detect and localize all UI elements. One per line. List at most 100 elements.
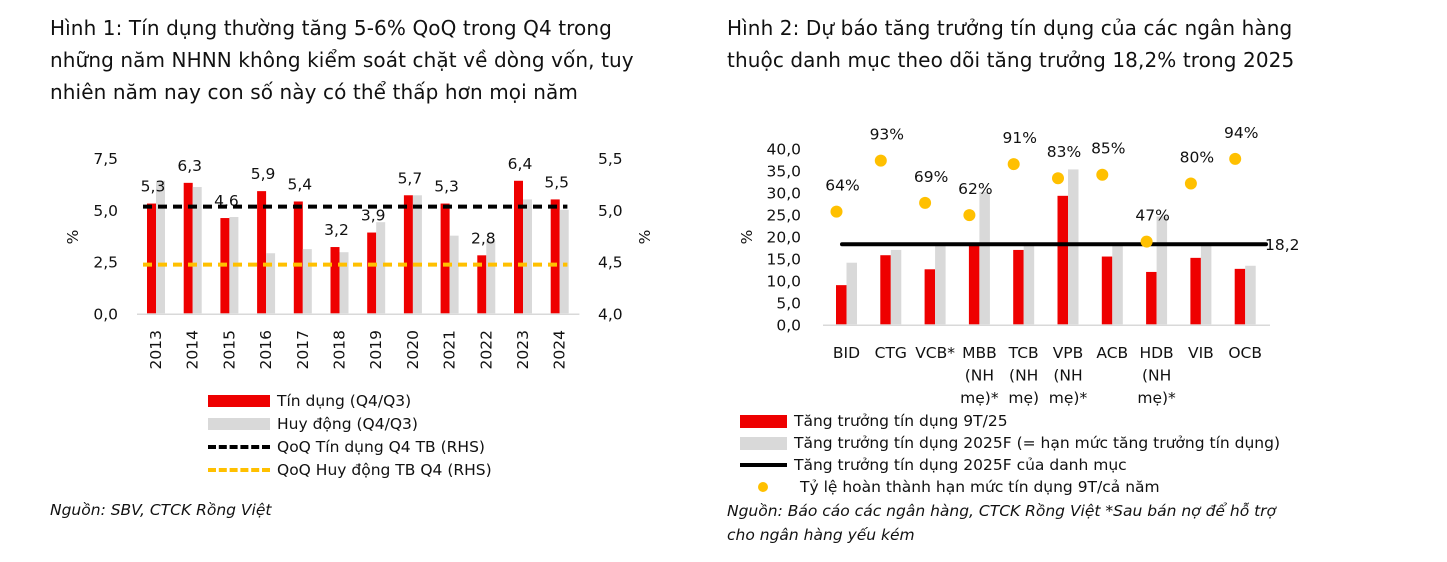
bar-9t25 bbox=[1146, 271, 1157, 325]
y2-tick-label: 5,0 bbox=[598, 202, 623, 220]
bar-9t25 bbox=[968, 243, 980, 325]
x-tick-label: VCB* bbox=[915, 344, 955, 362]
bar-tin-dung bbox=[367, 232, 377, 314]
y-tick-label: 2,5 bbox=[93, 254, 118, 272]
y2-tick-label: 4,0 bbox=[598, 305, 623, 323]
figure1-legend: Tín dụng (Q4/Q3) Huy động (Q4/Q3) QoQ Tí… bbox=[208, 389, 492, 481]
line-label: 18,2 bbox=[1265, 236, 1300, 254]
x-tick-label: HDB bbox=[1139, 344, 1173, 362]
figure2-legend: Tăng trưởng tín dụng 9T/25 Tăng trưởng t… bbox=[740, 410, 1280, 498]
y-tick-label: 5,0 bbox=[776, 294, 801, 312]
bar-huy-dong bbox=[376, 222, 386, 314]
legend-label: Tăng trưởng tín dụng 2025F (= hạn mức tă… bbox=[794, 434, 1281, 452]
bar-9t25 bbox=[1013, 249, 1024, 325]
x-tick-label: ACB bbox=[1096, 344, 1128, 362]
x-tick-label: 2022 bbox=[477, 330, 495, 369]
data-label: 5,9 bbox=[251, 165, 276, 183]
figure2-title: Hình 2: Dự báo tăng trưởng tín dụng của … bbox=[727, 12, 1294, 76]
legend-swatch-orange-dot bbox=[740, 482, 787, 492]
dot-completion-rate bbox=[919, 196, 932, 209]
x-tick-label: 2018 bbox=[331, 330, 349, 369]
bar-2025f bbox=[1068, 169, 1079, 325]
dot-completion-rate bbox=[963, 209, 976, 222]
data-label: 3,9 bbox=[361, 207, 386, 225]
data-label: 5,7 bbox=[398, 169, 423, 187]
dot-label: 47% bbox=[1135, 207, 1169, 225]
legend-label: Huy động (Q4/Q3) bbox=[277, 414, 418, 433]
dot-completion-rate bbox=[1229, 152, 1242, 165]
y-tick-label: 20,0 bbox=[766, 228, 801, 246]
bar-huy-dong bbox=[339, 252, 349, 314]
y2-tick-label: 5,5 bbox=[598, 150, 623, 168]
bar-huy-dong bbox=[302, 249, 312, 314]
dot-completion-rate bbox=[1096, 168, 1109, 181]
dot-label: 85% bbox=[1091, 140, 1125, 158]
title-line: nhiên năm nay con số này có thể thấp hơn… bbox=[50, 80, 578, 104]
bar-huy-dong bbox=[412, 195, 422, 314]
figure1-title: Hình 1: Tín dụng thường tăng 5-6% QoQ tr… bbox=[50, 12, 634, 108]
bar-huy-dong bbox=[266, 253, 276, 314]
bar-huy-dong bbox=[192, 186, 202, 314]
dot-label: 69% bbox=[914, 168, 948, 186]
x-tick-label: 2023 bbox=[514, 330, 532, 369]
legend-label: Tín dụng (Q4/Q3) bbox=[277, 391, 412, 410]
bar-9t25 bbox=[836, 285, 847, 325]
title-line: Hình 1: Tín dụng thường tăng 5-6% QoQ tr… bbox=[50, 16, 612, 40]
bar-2025f bbox=[1245, 265, 1256, 325]
x-tick-label: VPB bbox=[1053, 344, 1084, 362]
dot-label: 83% bbox=[1047, 143, 1081, 161]
x-tick-label: mẹ) bbox=[1008, 389, 1039, 407]
bar-tin-dung bbox=[330, 247, 340, 314]
dot-completion-rate bbox=[1184, 177, 1197, 190]
title-line: những năm NHNN không kiểm soát chặt về d… bbox=[50, 48, 634, 72]
dot-label: 93% bbox=[870, 126, 904, 144]
dot-label: 91% bbox=[1002, 129, 1036, 147]
y2-axis-label: % bbox=[636, 230, 654, 245]
source-line: cho ngân hàng yếu kém bbox=[727, 526, 915, 544]
bar-9t25 bbox=[880, 255, 891, 325]
figure2-source: Nguồn: Báo cáo các ngân hàng, CTCK Rồng … bbox=[727, 499, 1276, 547]
legend-swatch-orange-dashed bbox=[208, 467, 270, 472]
data-label: 5,3 bbox=[434, 178, 459, 196]
bar-huy-dong bbox=[449, 235, 459, 314]
x-tick-label: 2021 bbox=[441, 330, 459, 369]
legend-swatch-red bbox=[740, 414, 787, 428]
data-label: 2,8 bbox=[471, 229, 496, 247]
bar-9t25 bbox=[1234, 268, 1246, 325]
bar-9t25 bbox=[1190, 257, 1201, 325]
dot-completion-rate bbox=[1007, 158, 1020, 171]
legend-label: QoQ Tín dụng Q4 TB (RHS) bbox=[277, 437, 485, 456]
figure1-source: Nguồn: SBV, CTCK Rồng Việt bbox=[50, 501, 272, 519]
legend-swatch-black-dashed bbox=[208, 444, 270, 449]
dot-completion-rate bbox=[874, 154, 887, 167]
x-tick-label: VIB bbox=[1188, 344, 1214, 362]
x-tick-label: OCB bbox=[1228, 344, 1262, 362]
legend-label: Tỷ lệ hoàn thành hạn mức tín dụng 9T/cả … bbox=[800, 478, 1160, 496]
x-tick-label: (NH bbox=[1009, 367, 1038, 385]
legend-swatch-red bbox=[208, 394, 270, 407]
y-tick-label: 15,0 bbox=[766, 250, 801, 268]
data-label: 3,2 bbox=[324, 221, 349, 239]
bar-9t25 bbox=[924, 269, 936, 325]
title-line: thuộc danh mục theo dõi tăng trưởng 18,2… bbox=[727, 48, 1295, 72]
bar-huy-dong bbox=[559, 209, 569, 314]
bar-huy-dong bbox=[486, 240, 496, 314]
x-tick-label: 2024 bbox=[551, 330, 569, 369]
dot-label: 80% bbox=[1180, 149, 1214, 167]
dot-label: 94% bbox=[1224, 124, 1258, 142]
x-tick-label: (NH bbox=[965, 367, 994, 385]
bar-2025f bbox=[1200, 243, 1212, 325]
bar-9t25 bbox=[1057, 195, 1068, 325]
x-tick-label: 2020 bbox=[404, 330, 422, 369]
bar-tin-dung bbox=[183, 182, 193, 314]
dot-completion-rate bbox=[830, 205, 843, 218]
legend-swatch-black-line bbox=[740, 463, 787, 467]
dot-completion-rate bbox=[1140, 235, 1153, 248]
bar-huy-dong bbox=[523, 199, 532, 314]
bar-2025f bbox=[1023, 243, 1035, 325]
x-tick-label: BID bbox=[833, 344, 860, 362]
y-tick-label: 0,0 bbox=[93, 305, 118, 323]
bar-9t25 bbox=[1101, 256, 1113, 325]
y-tick-label: 0,0 bbox=[776, 316, 801, 334]
y-axis-label: % bbox=[738, 230, 756, 245]
